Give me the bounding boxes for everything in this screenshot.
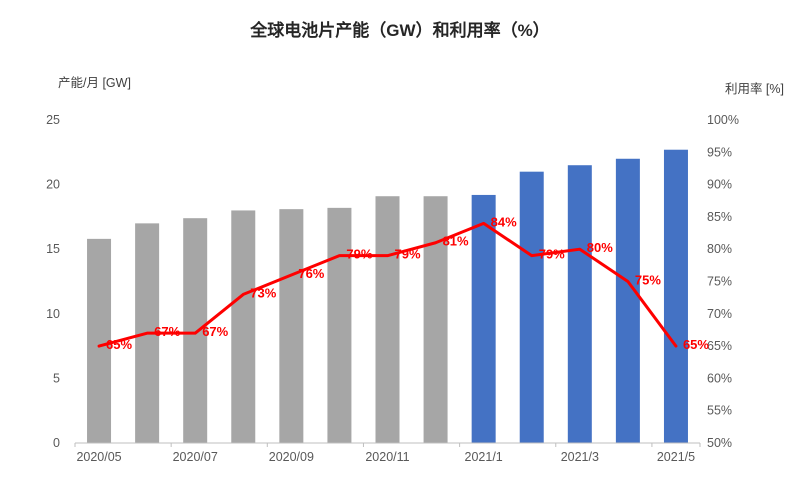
x-axis-tick-label: 2021/3 [561, 450, 599, 464]
utilization-line [97, 221, 678, 348]
capacity-bar [327, 207, 352, 443]
capacity-bar [375, 196, 400, 443]
left-axis-tick-label: 25 [46, 113, 60, 127]
x-axis-tick-label: 2021/1 [465, 450, 503, 464]
capacity-bar [663, 149, 688, 443]
capacity-bar [423, 196, 448, 443]
chart-title: 全球电池片产能（GW）和利用率（%） [250, 21, 550, 40]
right-axis-tick-label: 65% [707, 339, 732, 353]
x-axis-tick-label: 2020/09 [269, 450, 314, 464]
utilization-data-label: 65% [683, 337, 709, 352]
x-axis-tick-label: 2021/5 [657, 450, 695, 464]
utilization-data-label: 79% [539, 247, 565, 262]
right-axis-tick-label: 85% [707, 210, 732, 224]
capacity-bar [567, 165, 592, 443]
utilization-data-label: 67% [202, 324, 228, 339]
capacity-bar [279, 209, 304, 443]
left-axis-tick-label: 15 [46, 242, 60, 256]
left-axis-tick-label: 10 [46, 307, 60, 321]
capacity-bar [615, 158, 640, 443]
left-axis-tick-label: 5 [53, 371, 60, 385]
right-axis-title: 利用率 [%] [724, 82, 784, 96]
x-axis-tick-label: 2020/07 [173, 450, 218, 464]
capacity-bar [87, 238, 112, 443]
left-axis-tick-label: 20 [46, 178, 60, 192]
utilization-data-label: 80% [587, 240, 613, 255]
right-axis-tick-label: 55% [707, 404, 732, 418]
right-axis-tick-label: 95% [707, 145, 732, 159]
utilization-data-label: 67% [154, 324, 180, 339]
right-axis-tick-label: 100% [707, 113, 739, 127]
utilization-data-label: 65% [106, 337, 132, 352]
right-axis-tick-label: 80% [707, 242, 732, 256]
x-axis-tick-label: 2020/05 [76, 450, 121, 464]
x-axis-tick-label: 2020/11 [365, 450, 409, 464]
right-axis-tick-label: 90% [707, 178, 732, 192]
right-axis-tick-label: 60% [707, 371, 732, 385]
utilization-data-label: 79% [395, 247, 421, 262]
left-axis-tick-label: 0 [53, 436, 60, 450]
left-axis-title: 产能/月 [GW] [58, 76, 131, 90]
utilization-data-label: 75% [635, 273, 661, 288]
utilization-data-label: 73% [250, 285, 276, 300]
utilization-data-label: 81% [443, 234, 469, 249]
utilization-data-label: 76% [298, 266, 324, 281]
capacity-bar [231, 210, 256, 443]
utilization-data-label: 84% [491, 214, 517, 229]
capacity-bar [183, 218, 208, 443]
right-axis-tick-label: 50% [707, 436, 732, 450]
capacity-bar [471, 194, 496, 443]
utilization-data-label: 79% [346, 247, 372, 262]
capacity-bar [519, 171, 544, 443]
right-axis-tick-label: 75% [707, 275, 732, 289]
right-axis-tick-label: 70% [707, 307, 732, 321]
